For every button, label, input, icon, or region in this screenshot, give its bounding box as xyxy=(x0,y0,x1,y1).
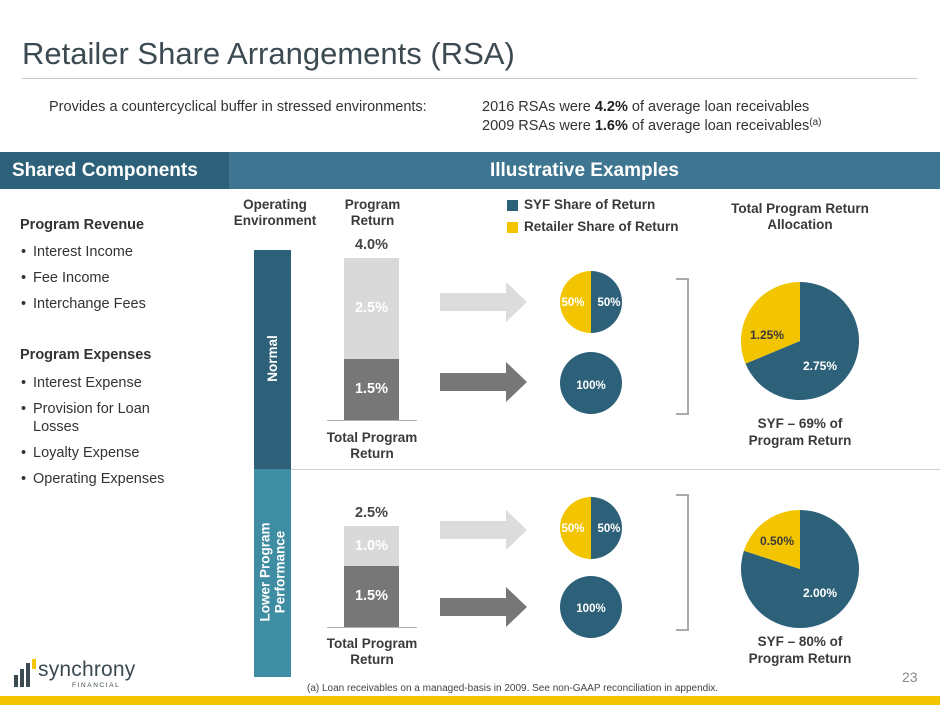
bar-segment-label: 1.5% xyxy=(354,588,389,605)
allocation-caption: SYF – 80% of Program Return xyxy=(748,634,852,666)
logo-wordmark: synchrony xyxy=(38,658,136,681)
bar-segment-retailer: 1.0% xyxy=(344,525,399,567)
normal-environment-band: Normal xyxy=(254,250,291,469)
split-pie-retailer-slice xyxy=(559,497,591,559)
allocation-header: Total Program Return Allocation xyxy=(731,201,869,232)
arrow-icon xyxy=(440,362,527,402)
bar-segment-label: 1.5% xyxy=(354,381,389,398)
lower-performance-environment-band: Lower Program Performance xyxy=(254,469,291,677)
split-pie-retailer-label: 50% xyxy=(561,297,584,309)
bar-segment-syf: 1.5% xyxy=(344,566,399,627)
list-item: • Interchange Fees xyxy=(21,296,146,312)
retailer-legend-label: Retailer Share of Return xyxy=(524,219,679,234)
syf-legend-label: SYF Share of Return xyxy=(524,197,656,212)
allocation-retailer-slice xyxy=(743,510,800,569)
bar-total-label: 4.0% xyxy=(354,237,389,253)
allocation-pie xyxy=(741,510,859,628)
allocation-retailer-label: 1.25% xyxy=(750,328,784,342)
bracket-icon xyxy=(676,278,689,415)
allocation-syf-label: 2.75% xyxy=(803,359,837,373)
bottom-stripe xyxy=(0,696,940,705)
full-pie-syf-slice xyxy=(560,576,622,638)
split-pie-syf-slice xyxy=(591,271,622,333)
allocation-caption: SYF – 69% of Program Return xyxy=(748,416,852,448)
retailer-legend-swatch xyxy=(507,222,518,233)
arrow-icon xyxy=(440,510,527,550)
allocation-pie xyxy=(741,282,859,400)
bar-footer-label: Total Program Return xyxy=(326,636,418,667)
illustrative-examples-header: Illustrative Examples xyxy=(229,152,940,189)
bracket-icon xyxy=(676,494,689,631)
allocation-retailer-label: 0.50% xyxy=(760,534,794,548)
footnote-marker: (a) xyxy=(809,117,822,128)
shared-components-header: Shared Components xyxy=(0,152,229,189)
program-revenue-title: Program Revenue xyxy=(20,217,145,233)
full-pie-syf-slice xyxy=(560,352,622,414)
list-item: • Interest Income xyxy=(21,244,133,260)
stat-2016: 2016 RSAs were 4.2% of average loan rece… xyxy=(482,99,810,115)
arrow-icon xyxy=(440,587,527,627)
operating-environment-header: Operating Environment xyxy=(233,197,317,228)
list-item: • Fee Income xyxy=(21,270,110,286)
logo-subtext: FINANCIAL xyxy=(72,682,121,689)
synchrony-logo: synchrony FINANCIAL xyxy=(14,657,164,691)
stat-2009: 2009 RSAs were 1.6% of average loan rece… xyxy=(482,117,822,134)
allocation-retailer-slice xyxy=(741,282,800,364)
full-pie xyxy=(560,576,622,638)
list-item: • Provision for Loan Losses xyxy=(21,401,150,435)
bar-baseline xyxy=(327,420,417,421)
bar-baseline xyxy=(327,627,417,628)
allocation-syf-label: 2.00% xyxy=(803,586,837,600)
split-pie-retailer-label: 50% xyxy=(561,523,584,535)
tagline: Provides a countercyclical buffer in str… xyxy=(49,99,427,115)
bar-footer-label: Total Program Return xyxy=(326,430,418,461)
scenario-divider xyxy=(291,469,940,470)
split-pie-syf-label: 50% xyxy=(597,523,620,535)
title-divider xyxy=(22,78,918,79)
bar-segment-label: 2.5% xyxy=(354,300,389,316)
list-item: • Loyalty Expense xyxy=(21,445,140,461)
bar-segment-retailer: 2.5% xyxy=(344,258,399,360)
page-number: 23 xyxy=(902,669,918,685)
arrow-icon xyxy=(440,282,527,322)
split-pie xyxy=(559,497,622,559)
allocation-syf-slice xyxy=(745,282,859,400)
full-pie-label: 100% xyxy=(576,380,605,392)
list-item: • Operating Expenses xyxy=(21,471,165,487)
split-pie-retailer-slice xyxy=(559,271,591,334)
logo-mark-icon xyxy=(14,659,36,687)
split-pie-syf-slice xyxy=(591,497,622,559)
page-title: Retailer Share Arrangements (RSA) xyxy=(22,36,515,71)
syf-legend-swatch xyxy=(507,200,518,211)
split-pie xyxy=(559,271,622,334)
list-item: • Interest Expense xyxy=(21,375,142,391)
bar-segment-syf: 1.5% xyxy=(344,359,399,420)
split-pie-syf-label: 50% xyxy=(597,297,620,309)
program-expenses-title: Program Expenses xyxy=(20,347,152,363)
footnote: (a) Loan receivables on a managed-basis … xyxy=(307,683,719,694)
program-return-header: Program Return xyxy=(344,197,401,228)
bar-segment-label: 1.0% xyxy=(354,537,389,554)
full-pie-label: 100% xyxy=(576,603,605,615)
bar-total-label: 2.5% xyxy=(354,504,389,521)
full-pie xyxy=(560,352,622,414)
